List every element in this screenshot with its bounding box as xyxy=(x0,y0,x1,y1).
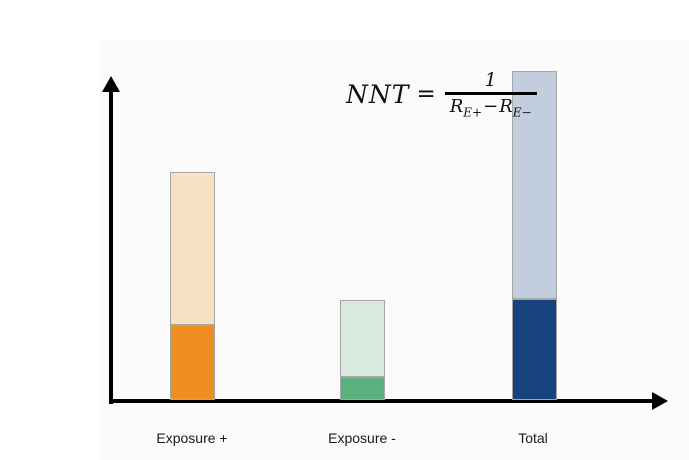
formula-den-r2: R xyxy=(499,95,513,117)
formula-equals-sign: = xyxy=(416,81,436,108)
category-label-exposure-plus: Exposure + xyxy=(156,430,228,446)
bar-segment-cases-0 xyxy=(169,325,215,400)
formula-den-sub1: E+ xyxy=(463,105,483,120)
formula-fraction: 1 RE+−RE− xyxy=(444,69,537,120)
bar-segment-noncases-0 xyxy=(169,172,215,325)
bar-segment-noncases-1 xyxy=(339,300,385,377)
formula-lhs: NNT xyxy=(346,79,410,109)
formula-denominator: RE+−RE− xyxy=(444,91,537,120)
bar-segment-cases-2 xyxy=(511,299,557,400)
bar-segment-cases-1 xyxy=(339,377,385,400)
category-label-total: Total xyxy=(518,430,548,446)
x-axis-arrowhead-icon xyxy=(652,392,668,410)
category-label-exposure-minus: Exposure - xyxy=(328,430,396,446)
formula-den-minus: − xyxy=(483,95,499,117)
bar-segment-noncases-2 xyxy=(511,71,557,299)
formula-den-sub2: E− xyxy=(512,105,532,120)
x-axis-line xyxy=(109,399,654,403)
formula-numerator: 1 xyxy=(484,69,497,91)
y-axis-arrowhead-icon xyxy=(102,76,120,92)
y-axis-line xyxy=(109,90,113,404)
nnt-formula: NNT = 1 RE+−RE− xyxy=(346,69,537,120)
formula-den-r1: R xyxy=(449,95,464,117)
